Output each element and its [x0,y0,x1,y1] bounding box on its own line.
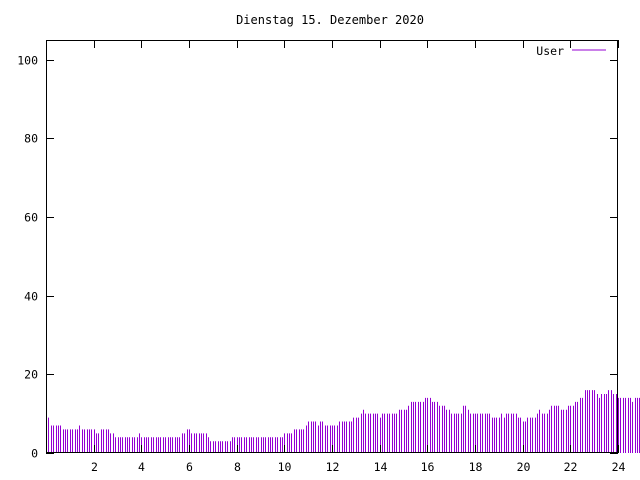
y-tick-label: 40 [24,290,38,304]
x-tick-label: 4 [138,460,145,474]
x-tick-label: 10 [278,460,292,474]
y-tick-label: 20 [24,368,38,382]
x-tick-label: 2 [91,460,98,474]
x-tick-label: 24 [612,460,626,474]
legend-label: User [536,44,564,58]
legend: User [536,44,606,58]
y-tick-label: 0 [31,447,38,461]
x-tick-label: 20 [517,460,531,474]
x-tick-label: 16 [421,460,435,474]
chart-title: Dienstag 15. Dezember 2020 [236,13,424,27]
y-tick-label: 100 [17,54,38,68]
x-tick-label: 6 [186,460,193,474]
x-tick-label: 8 [234,460,241,474]
x-tick-label: 18 [469,460,483,474]
x-tick-label: 12 [326,460,340,474]
y-tick-label: 80 [24,132,38,146]
y-tick-label: 60 [24,211,38,225]
x-tick-label: 14 [374,460,388,474]
x-tick-label: 22 [564,460,578,474]
bar-series [46,390,640,453]
